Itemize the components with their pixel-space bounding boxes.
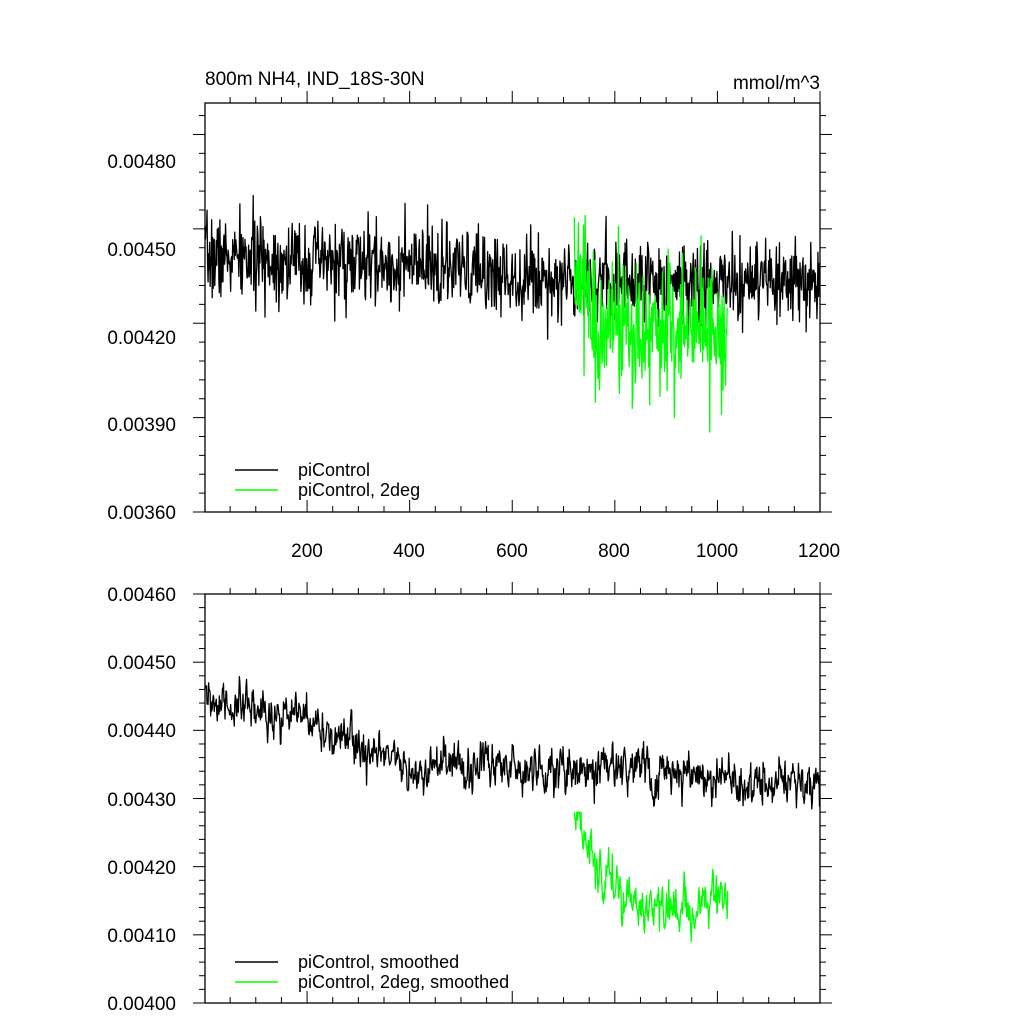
series-group-2 bbox=[204, 676, 821, 943]
units-label: mmol/m^3 bbox=[733, 73, 820, 94]
x-tick-label: 400 bbox=[393, 541, 425, 562]
y-tick-label: 0.00410 bbox=[107, 926, 176, 947]
y-tick-labels-1: 0.00360 0.00390 0.00420 0.00450 0.00480 bbox=[107, 152, 176, 524]
x-tick-label: 600 bbox=[496, 541, 528, 562]
y-tick-label: 0.00430 bbox=[107, 790, 176, 811]
x-tick-label: 1200 bbox=[798, 541, 840, 562]
series-group-1 bbox=[204, 194, 821, 433]
legend-label: piControl, smoothed bbox=[298, 952, 459, 972]
legend-label: piControl, 2deg, smoothed bbox=[298, 972, 509, 992]
y-tick-label: 0.00450 bbox=[107, 653, 176, 674]
y-tick-label: 0.00420 bbox=[107, 858, 176, 879]
y-tick-label: 0.00390 bbox=[107, 415, 176, 436]
y-tick-labels-2: 0.00400 0.00410 0.00420 0.00430 0.00440 … bbox=[107, 585, 176, 1015]
plot-area-1 bbox=[193, 91, 832, 513]
y-tick-label: 0.00360 bbox=[107, 503, 176, 524]
x-tick-labels-1: 200 400 600 800 1000 1200 bbox=[291, 541, 840, 562]
chart-title: 800m NH4, IND_18S-30N bbox=[205, 69, 425, 90]
plot-frame-1 bbox=[204, 102, 821, 513]
bottom-panel: 0.00400 0.00410 0.00420 0.00430 0.00440 … bbox=[107, 582, 832, 1015]
legend-label: piControl bbox=[298, 460, 370, 480]
plot-area-2 bbox=[193, 582, 832, 1004]
y-tick-label: 0.00480 bbox=[107, 152, 176, 173]
y-tick-label: 0.00460 bbox=[107, 585, 176, 606]
ticks-1 bbox=[193, 91, 832, 513]
y-tick-label: 0.00400 bbox=[107, 994, 176, 1015]
x-tick-label: 800 bbox=[598, 541, 630, 562]
series-line-picontrol-2deg bbox=[573, 214, 729, 433]
ticks-2 bbox=[193, 582, 832, 1004]
top-panel: 800m NH4, IND_18S-30N mmol/m^3 0.00360 0… bbox=[107, 69, 840, 562]
plot-frame-2 bbox=[204, 593, 821, 1004]
legend-1: piControl piControl, 2deg bbox=[235, 460, 420, 500]
series-line-picontrol-2deg bbox=[573, 811, 729, 943]
x-tick-label: 1000 bbox=[696, 541, 738, 562]
x-tick-label: 200 bbox=[291, 541, 323, 562]
series-line-picontrol bbox=[204, 194, 821, 340]
legend-2: piControl, smoothed piControl, 2deg, smo… bbox=[235, 952, 509, 992]
y-tick-label: 0.00420 bbox=[107, 328, 176, 349]
legend-label: piControl, 2deg bbox=[298, 480, 420, 500]
y-tick-label: 0.00450 bbox=[107, 240, 176, 261]
y-tick-label: 0.00440 bbox=[107, 721, 176, 742]
series-line-picontrol bbox=[204, 676, 821, 810]
